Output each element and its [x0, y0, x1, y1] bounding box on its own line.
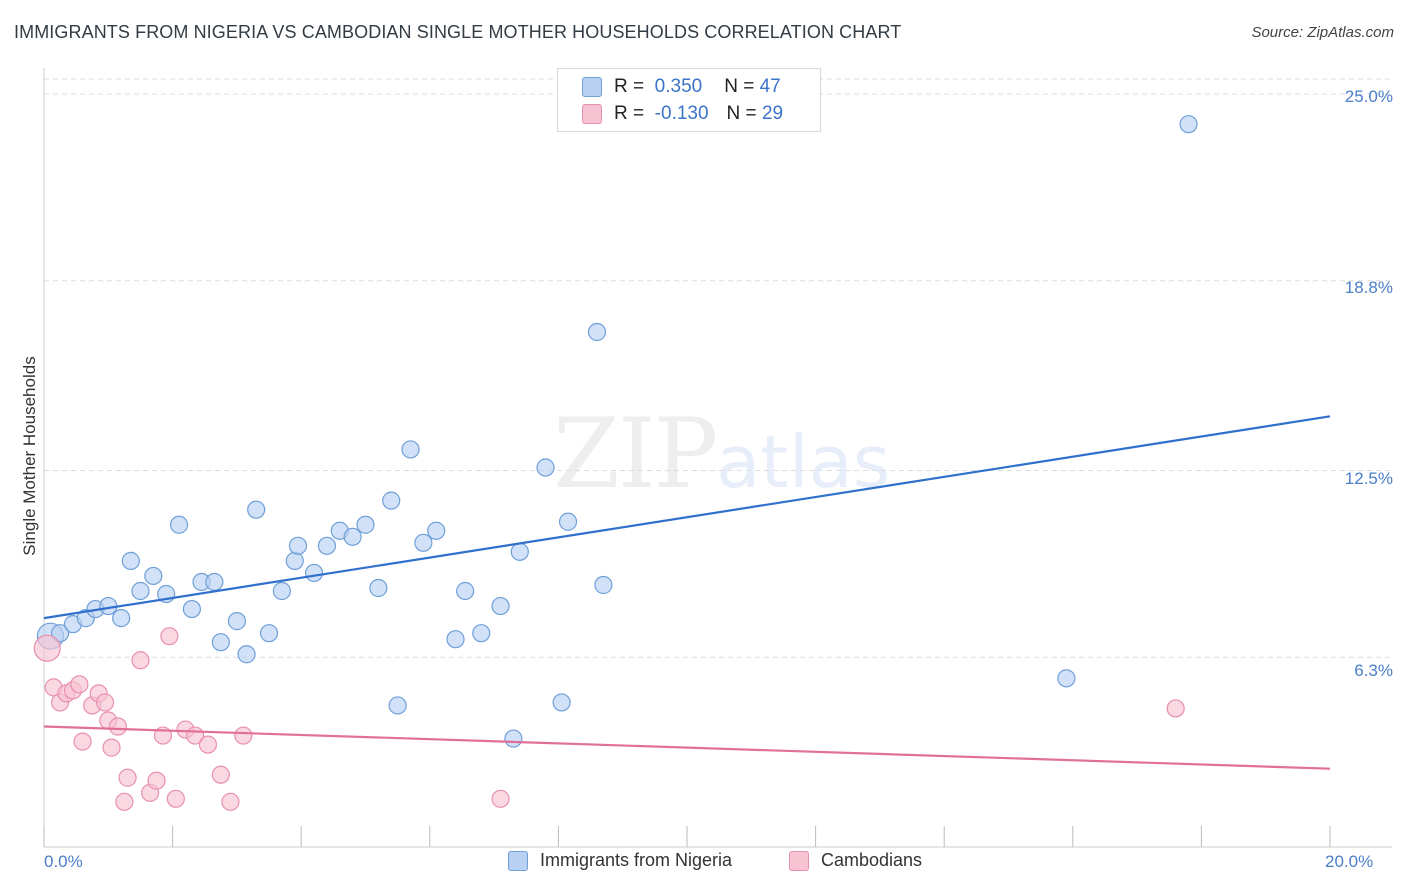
- cambodian-point-19: [160, 627, 179, 646]
- cambodian-point-5: [70, 675, 89, 694]
- nigeria-point-46: [1179, 115, 1198, 134]
- nigeria-point-26: [343, 527, 362, 546]
- nigeria-point-44: [594, 575, 613, 595]
- cambodian-point-15: [131, 651, 150, 670]
- nigeria-n-label: N =: [724, 76, 755, 97]
- nigeria-point-23: [304, 563, 324, 583]
- nigeria-point-32: [414, 533, 433, 552]
- nigeria-n-value: 47: [759, 76, 781, 97]
- cambodian-r-label: R =: [614, 103, 645, 124]
- legend-item-nigeria[interactable]: Immigrants from Nigeria: [508, 850, 732, 871]
- cambodian-point-20: [166, 789, 185, 808]
- stats-legend-row-nigeria: R = 0.350 N = 47: [582, 75, 781, 99]
- nigeria-point-21: [285, 551, 304, 570]
- watermark: ZIPatlas: [553, 398, 890, 510]
- stats-legend: R = 0.350 N = 47 R = -0.130 N = 29: [557, 68, 821, 132]
- x-tick-label-max: 20.0%: [1325, 852, 1374, 871]
- cambodian-point-6: [73, 732, 92, 751]
- y-axis-label: Single Mother Households: [20, 356, 39, 556]
- nigeria-point-31: [401, 440, 420, 459]
- nigeria-swatch: [582, 77, 602, 97]
- cambodian-n-value: 29: [761, 103, 784, 124]
- nigeria-point-8: [131, 581, 150, 601]
- cambodian-point-23: [198, 735, 218, 754]
- cambodian-swatch: [582, 104, 602, 124]
- nigeria-point-41: [552, 693, 571, 712]
- nigeria-point-39: [510, 542, 529, 561]
- nigeria-point-30: [388, 696, 407, 715]
- cambodian-point-13: [115, 792, 134, 811]
- nigeria-point-19: [259, 624, 279, 643]
- legend-item-cambodian[interactable]: Cambodians: [789, 850, 922, 871]
- nigeria-point-15: [211, 633, 230, 652]
- nigeria-r-value: 0.350: [654, 76, 703, 97]
- y-tick-label-0: 6.3%: [1354, 661, 1393, 680]
- nigeria-point-11: [169, 515, 189, 534]
- cambodian-point-12: [108, 717, 128, 736]
- nigeria-point-38: [504, 729, 523, 748]
- stats-legend-row-cambodian: R = -0.130 N = 29: [582, 102, 783, 126]
- nigeria-point-12: [182, 599, 201, 619]
- nigeria-point-33: [427, 521, 446, 540]
- y-tick-label-2: 18.8%: [1344, 278, 1393, 297]
- nigeria-point-20: [272, 581, 292, 601]
- nigeria-point-18: [247, 500, 266, 519]
- cambodian-n-label: N =: [726, 103, 757, 124]
- nigeria-point-34: [446, 630, 465, 649]
- cambodian-point-26: [234, 726, 253, 745]
- nigeria-point-22: [288, 536, 308, 555]
- cambodian-point-0: [33, 634, 61, 662]
- x-tick-label-min: 0.0%: [44, 852, 83, 871]
- nigeria-r-label: R =: [614, 76, 645, 97]
- cambodian-r-value: -0.130: [654, 103, 709, 124]
- chart-title: IMMIGRANTS FROM NIGERIA VS CAMBODIAN SIN…: [14, 22, 902, 42]
- nigeria-point-24: [317, 536, 337, 555]
- y-tick-label-3: 25.0%: [1344, 87, 1393, 106]
- watermark-zip: ZIP: [553, 398, 718, 510]
- cambodian-point-11: [102, 738, 121, 757]
- nigeria-point-16: [227, 612, 246, 631]
- nigeria-point-29: [382, 491, 401, 510]
- nigeria-point-45: [1057, 669, 1076, 688]
- nigeria-point-17: [237, 645, 256, 664]
- nigeria-point-36: [472, 624, 491, 643]
- source-label: Source: ZipAtlas.com: [1251, 24, 1394, 41]
- nigeria-point-7: [121, 551, 140, 570]
- nigeria-point-1: [50, 624, 70, 643]
- legend-cambodian-label: Cambodians: [821, 850, 923, 870]
- nigeria-point-35: [456, 581, 475, 601]
- y-tick-label-1: 12.5%: [1344, 469, 1393, 488]
- legend-nigeria-swatch: [508, 850, 528, 871]
- nigeria-point-28: [369, 578, 388, 598]
- nigeria-point-37: [491, 596, 510, 616]
- nigeria-point-27: [356, 515, 375, 534]
- legend-nigeria-label: Immigrants from Nigeria: [540, 850, 733, 870]
- nigeria-point-14: [205, 572, 224, 592]
- cambodian-point-25: [221, 792, 240, 811]
- nigeria-trend-line: [43, 415, 1331, 620]
- cambodian-point-9: [95, 693, 115, 712]
- cambodian-point-17: [147, 771, 166, 790]
- legend-cambodian-swatch: [789, 850, 809, 871]
- nigeria-point-9: [144, 566, 163, 586]
- cambodian-trend-line: [43, 725, 1331, 770]
- nigeria-point-43: [587, 322, 607, 342]
- cambodian-point-27: [491, 789, 510, 808]
- cambodian-point-24: [211, 765, 230, 784]
- nigeria-point-40: [536, 458, 555, 477]
- nigeria-point-6: [112, 609, 131, 628]
- cambodian-point-14: [118, 768, 137, 787]
- cambodian-point-28: [1166, 699, 1185, 718]
- nigeria-point-42: [558, 512, 578, 531]
